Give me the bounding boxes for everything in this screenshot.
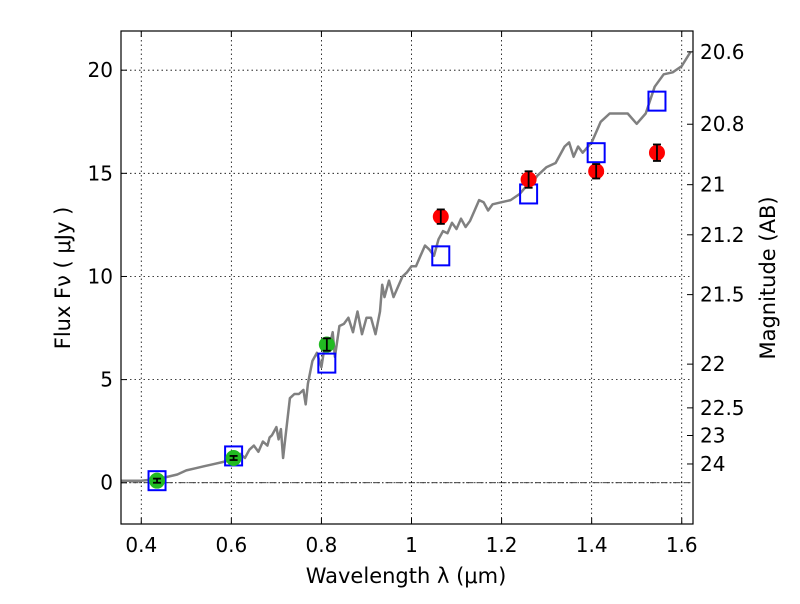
plot-area [121,50,692,492]
model-spectrum-line [121,50,692,482]
x-tick-label: 0.4 [125,533,157,557]
model-photometry-square [147,470,167,492]
x-tick-label: 0.6 [215,533,247,557]
y2-tick-label: 22 [700,352,725,376]
x-tick-label: 1.6 [666,533,698,557]
y-tick-label: 10 [88,264,113,288]
y-tick-label: 15 [88,161,113,185]
x-tick-label: 1.4 [576,533,608,557]
plot-frame [120,30,694,525]
x-axis-label: Wavelength λ (μm) [306,564,507,588]
model-photometry-square [431,245,451,267]
y2-tick-label: 20.6 [700,40,745,64]
x-tick-label: 0.8 [306,533,338,557]
grid-lines [121,31,693,524]
x-tick-labels: 0.4 0.6 0.8 1 1.2 1.4 1.6 [125,533,697,557]
axis-ticks [121,31,693,524]
y2-tick-label: 21.5 [700,283,745,307]
y2-tick-label: 22.5 [700,396,745,420]
model-photometry-square [647,90,667,112]
y2-tick-label: 23 [700,424,725,448]
y2-tick-label: 24 [700,452,725,476]
y-tick-label: 20 [88,58,113,82]
y-axis-label: Flux Fν ( μJy ) [51,207,75,350]
y2-tick-label: 20.8 [700,112,745,136]
y-tick-labels: 0 5 10 15 20 [88,58,113,495]
y2-tick-label: 21 [700,173,725,197]
y2-axis-label: Magnitude (AB) [756,196,780,359]
x-tick-label: 1 [405,533,418,557]
model-photometry-square [317,352,337,374]
model-photometry-square [586,142,606,164]
y-tick-label: 5 [100,368,113,392]
x-tick-label: 1.2 [486,533,518,557]
y2-tick-labels: 20.6 20.8 21 21.2 21.5 22 22.5 23 24 [700,40,745,476]
y2-tick-label: 21.2 [700,223,745,247]
y-tick-label: 0 [100,471,113,495]
